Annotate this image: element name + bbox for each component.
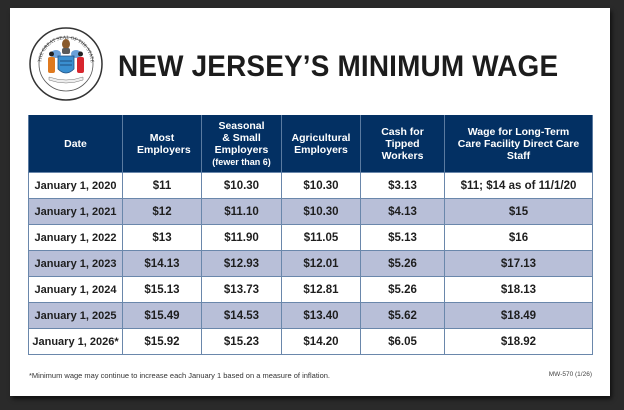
cell-seasonal-small: $12.93 <box>201 250 282 277</box>
cell-seasonal-small: $11.10 <box>201 198 282 225</box>
table-row: January 1, 2023 $14.13 $12.93 $12.01 $5.… <box>28 250 593 277</box>
column-header-long-term-care: Wage for Long-Term Care Facility Direct … <box>444 115 593 173</box>
cell-most-employers: $15.13 <box>122 276 202 303</box>
cell-agricultural: $12.01 <box>281 250 361 277</box>
cell-seasonal-small: $15.23 <box>201 328 282 355</box>
table-row: January 1, 2021 $12 $11.10 $10.30 $4.13 … <box>28 198 593 225</box>
cell-long-term-care: $18.92 <box>444 328 593 355</box>
document-page: THE GREAT SEAL OF THE STATE OF NEW JERSE… <box>10 8 610 396</box>
cell-most-employers: $15.49 <box>122 302 202 329</box>
cell-date: January 1, 2020 <box>28 172 123 199</box>
cell-most-employers: $14.13 <box>122 250 202 277</box>
cell-agricultural: $10.30 <box>281 172 361 199</box>
cell-date: January 1, 2024 <box>28 276 123 303</box>
cell-tipped: $5.26 <box>360 250 445 277</box>
column-header-date: Date <box>28 115 123 173</box>
cell-tipped: $4.13 <box>360 198 445 225</box>
form-code: MW-570 (1/26) <box>548 371 592 378</box>
nj-state-seal-icon: THE GREAT SEAL OF THE STATE OF NEW JERSE… <box>29 27 103 101</box>
cell-long-term-care: $11; $14 as of 11/1/20 <box>444 172 593 199</box>
column-header-agricultural-employers: Agricultural Employers <box>281 115 361 173</box>
table-row: January 1, 2022 $13 $11.90 $11.05 $5.13 … <box>28 224 593 251</box>
cell-agricultural: $11.05 <box>281 224 361 251</box>
cell-seasonal-small: $14.53 <box>201 302 282 329</box>
cell-most-employers: $11 <box>122 172 202 199</box>
cell-agricultural: $14.20 <box>281 328 361 355</box>
cell-long-term-care: $15 <box>444 198 593 225</box>
cell-agricultural: $13.40 <box>281 302 361 329</box>
cell-long-term-care: $17.13 <box>444 250 593 277</box>
table-row: January 1, 2020 $11 $10.30 $10.30 $3.13 … <box>28 172 593 199</box>
cell-seasonal-small: $11.90 <box>201 224 282 251</box>
cell-date: January 1, 2025 <box>28 302 123 329</box>
cell-date: January 1, 2022 <box>28 224 123 251</box>
cell-tipped: $5.62 <box>360 302 445 329</box>
table-header-row: Date Most Employers Seasonal & Small Emp… <box>28 115 593 173</box>
cell-seasonal-small: $10.30 <box>201 172 282 199</box>
page-title: NEW JERSEY’S MINIMUM WAGE <box>118 50 559 83</box>
footnote: *Minimum wage may continue to increase e… <box>29 371 330 380</box>
minimum-wage-table: Date Most Employers Seasonal & Small Emp… <box>28 115 593 355</box>
cell-most-employers: $15.92 <box>122 328 202 355</box>
cell-long-term-care: $18.13 <box>444 276 593 303</box>
cell-most-employers: $13 <box>122 224 202 251</box>
cell-date: January 1, 2026* <box>28 328 123 355</box>
cell-date: January 1, 2021 <box>28 198 123 225</box>
table-row: January 1, 2026* $15.92 $15.23 $14.20 $6… <box>28 328 593 355</box>
cell-tipped: $6.05 <box>360 328 445 355</box>
column-header-seasonal-small-employers: Seasonal & Small Employers (fewer than 6… <box>201 115 282 173</box>
cell-date: January 1, 2023 <box>28 250 123 277</box>
column-header-most-employers: Most Employers <box>122 115 202 173</box>
cell-long-term-care: $18.49 <box>444 302 593 329</box>
cell-most-employers: $12 <box>122 198 202 225</box>
cell-tipped: $5.13 <box>360 224 445 251</box>
cell-tipped: $3.13 <box>360 172 445 199</box>
cell-long-term-care: $16 <box>444 224 593 251</box>
table-row: January 1, 2024 $15.13 $13.73 $12.81 $5.… <box>28 276 593 303</box>
column-header-tipped-workers: Cash for Tipped Workers <box>360 115 445 173</box>
cell-agricultural: $12.81 <box>281 276 361 303</box>
cell-tipped: $5.26 <box>360 276 445 303</box>
cell-agricultural: $10.30 <box>281 198 361 225</box>
cell-seasonal-small: $13.73 <box>201 276 282 303</box>
table-row: January 1, 2025 $15.49 $14.53 $13.40 $5.… <box>28 302 593 329</box>
column-header-subtext: (fewer than 6) <box>212 156 271 167</box>
